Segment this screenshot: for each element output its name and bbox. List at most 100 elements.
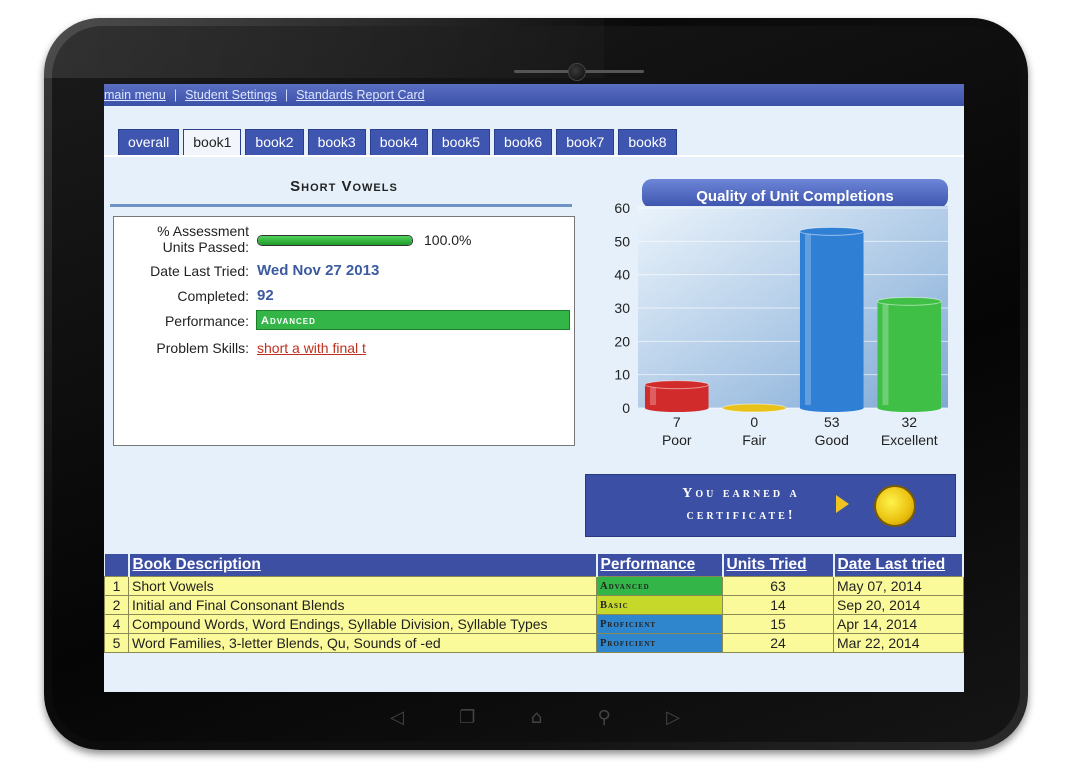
unit-stats-panel: % Assessment Units Passed: 100.0% Date L… — [113, 216, 575, 446]
tab-divider — [104, 155, 964, 157]
assessment-label-line2: Units Passed: — [162, 239, 249, 255]
column-header-performance[interactable]: Performance — [596, 554, 724, 577]
tab-book6[interactable]: book6 — [494, 129, 553, 155]
date-last-tried-cell: Sep 20, 2014 — [833, 595, 964, 615]
bar-excellent[interactable] — [876, 296, 942, 412]
performance-cell: Advanced — [596, 576, 723, 596]
certificate-text: You earned a certificate! — [626, 483, 856, 527]
search-icon[interactable]: ⚲ — [597, 706, 611, 728]
assessment-percent: 100.0% — [424, 232, 472, 248]
chart-y-ticks: 0 10 20 30 40 50 60 — [614, 200, 630, 416]
performance-label: Performance: — [164, 313, 249, 329]
completed-label: Completed: — [177, 288, 249, 304]
student-settings-link[interactable]: Student Settings — [185, 88, 277, 102]
title-rule — [110, 204, 572, 207]
column-header-date-last-tried[interactable]: Date Last tried — [833, 554, 964, 577]
tab-book3[interactable]: book3 — [307, 129, 366, 155]
date-label: Date Last Tried: — [150, 263, 249, 279]
column-header-book-description[interactable]: Book Description — [128, 554, 598, 577]
assessment-progress-fill — [258, 236, 412, 245]
y-tick-label: 0 — [622, 400, 630, 416]
row-number: 2 — [104, 595, 129, 615]
tab-book4[interactable]: book4 — [369, 129, 428, 155]
date-last-tried-cell: Apr 14, 2014 — [833, 614, 964, 634]
bezel-reflection — [44, 18, 604, 78]
tab-book5[interactable]: book5 — [431, 129, 491, 155]
camera-icon — [568, 63, 586, 81]
unit-title: Short Vowels — [290, 178, 398, 195]
chart-bars — [644, 226, 942, 413]
row-number: 1 — [104, 576, 129, 596]
problem-skill-link[interactable]: short a with final t — [257, 340, 366, 356]
certificate-banner[interactable]: You earned a certificate! — [585, 474, 956, 537]
book-table: Book Description Performance Units Tried… — [104, 554, 964, 653]
table-row[interactable]: 1 Short Vowels Advanced 63 May 07, 2014 — [104, 576, 964, 596]
table-row[interactable]: 5 Word Families, 3-letter Blends, Qu, Sou… — [104, 633, 964, 653]
assessment-label-line1: % Assessment — [157, 223, 249, 239]
performance-badge: Advanced — [256, 310, 570, 330]
certificate-line1: You earned a — [682, 486, 800, 501]
performance-cell: Proficient — [596, 633, 723, 653]
nav-separator: | — [173, 88, 178, 102]
book-description-cell: Compound Words, Word Endings, Syllable D… — [128, 614, 597, 634]
standards-report-card-link[interactable]: Standards Report Card — [296, 88, 425, 102]
tab-book2[interactable]: book2 — [245, 129, 304, 155]
book-tabs: overall book1 book2 book3 book4 book5 bo… — [118, 129, 681, 155]
bar-category-label: Excellent — [881, 432, 938, 448]
chart-x-labels: 7 Poor 0 Fair 53 Good 32 Excellent — [662, 414, 938, 448]
bar-category-label: Poor — [662, 432, 692, 448]
bar-value-label: 32 — [901, 414, 917, 430]
bar-fair[interactable] — [721, 403, 787, 413]
certificate-line2: certificate! — [686, 508, 796, 523]
tab-overall[interactable]: overall — [118, 129, 180, 155]
device-nav-keys: ◁ ❐ ⌂ ⚲ ▷ — [390, 704, 680, 730]
nav-separator: | — [284, 88, 289, 102]
tab-book1[interactable]: book1 — [183, 129, 242, 155]
row-number: 4 — [104, 614, 129, 634]
tab-book8[interactable]: book8 — [618, 129, 677, 155]
bar-category-label: Good — [815, 432, 849, 448]
y-tick-label: 60 — [614, 200, 630, 216]
problem-skills-label: Problem Skills: — [156, 340, 249, 356]
quality-chart: Quality of Unit Completions 0 10 20 30 40 50 6… — [614, 179, 948, 448]
menu-icon[interactable]: ▷ — [666, 706, 680, 728]
units-tried-cell: 15 — [722, 614, 834, 634]
chart-grid — [638, 207, 948, 409]
chart-title-bg — [642, 179, 948, 208]
tab-book7[interactable]: book7 — [556, 129, 615, 155]
y-tick-label: 10 — [614, 367, 630, 383]
book-description-cell: Short Vowels — [128, 576, 597, 596]
y-tick-label: 30 — [614, 300, 630, 316]
table-header-row: Book Description Performance Units Tried… — [104, 554, 964, 577]
bar-value-label: 7 — [673, 414, 681, 430]
performance-cell: Basic — [596, 595, 723, 615]
recent-apps-icon[interactable]: ❐ — [459, 706, 476, 728]
book-description-cell: Initial and Final Consonant Blends — [128, 595, 597, 615]
performance-cell: Proficient — [596, 614, 723, 634]
play-icon[interactable] — [836, 495, 849, 513]
column-header-units-tried[interactable]: Units Tried — [722, 554, 835, 577]
main-menu-link[interactable]: main menu — [104, 88, 166, 102]
bar-good[interactable] — [799, 226, 865, 412]
coin-icon[interactable] — [874, 485, 916, 527]
app-screen: main menu | Student Settings | Standards Rep… — [104, 84, 964, 692]
y-tick-label: 20 — [614, 333, 630, 349]
table-body: 1 Short Vowels Advanced 63 May 07, 2014 2 Init… — [104, 576, 964, 653]
units-tried-cell: 63 — [722, 576, 834, 596]
date-value: Wed Nov 27 2013 — [257, 262, 380, 279]
units-tried-cell: 24 — [722, 633, 834, 653]
bar-value-label: 0 — [750, 414, 758, 430]
bar-value-label: 53 — [824, 414, 840, 430]
bar-category-label: Fair — [742, 432, 766, 448]
y-tick-label: 40 — [614, 267, 630, 283]
back-icon[interactable]: ◁ — [390, 706, 404, 728]
table-row[interactable]: 4 Compound Words, Word Endings, Syllable … — [104, 614, 964, 634]
table-header-num — [104, 554, 130, 577]
date-last-tried-cell: Mar 22, 2014 — [833, 633, 964, 653]
bar-poor[interactable] — [644, 380, 710, 412]
date-last-tried-cell: May 07, 2014 — [833, 576, 964, 596]
row-number: 5 — [104, 633, 129, 653]
chart-title: Quality of Unit Completions — [696, 188, 894, 205]
home-icon[interactable]: ⌂ — [530, 706, 543, 728]
table-row[interactable]: 2 Initial and Final Consonant Blends Basic… — [104, 595, 964, 615]
